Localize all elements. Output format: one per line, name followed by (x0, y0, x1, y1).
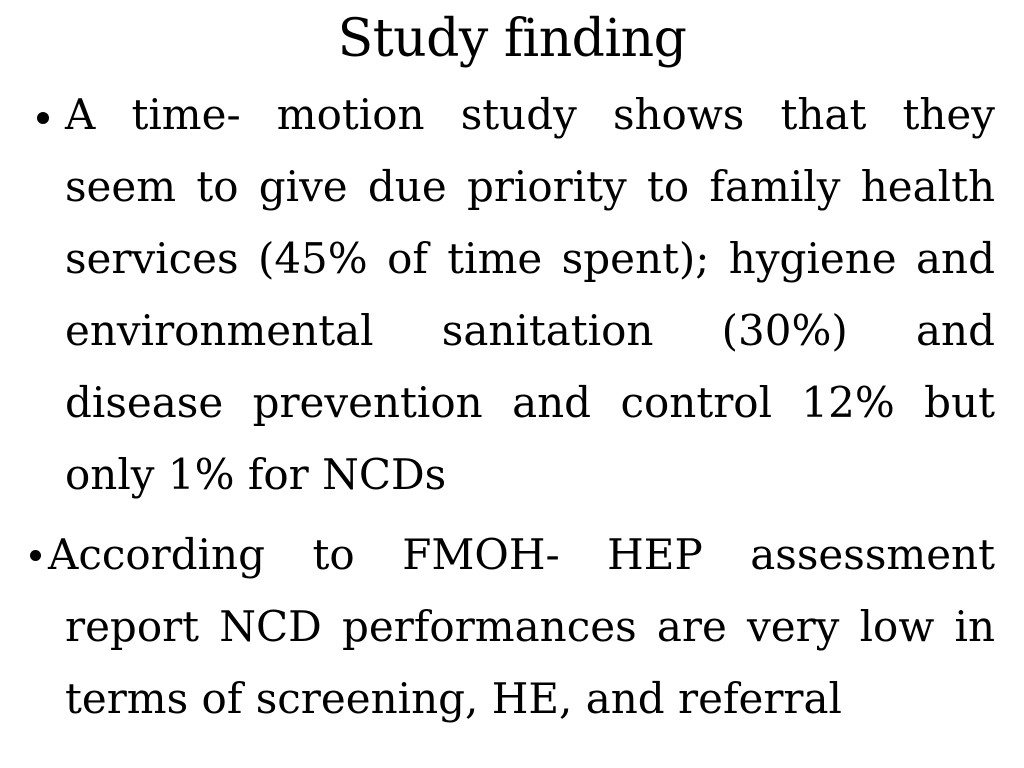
bullet-item-2: According to FMOH- HEP assessment report… (30, 519, 995, 735)
bullet-item-1: A time- motion study shows that they see… (37, 79, 995, 511)
text-line: terms of screening, HE, and referral (65, 674, 842, 723)
text-line: A time- motion study shows that they (65, 90, 995, 139)
slide-title: Study finding (337, 9, 687, 69)
text-line: environmental sanitation (30%) and (65, 306, 995, 355)
bullet-icon (37, 112, 49, 124)
text-line: services (45% of time spent); hygiene an… (65, 234, 995, 283)
text-line: seem to give due priority to family heal… (65, 162, 995, 211)
bullet-icon (30, 550, 41, 561)
bullet-list: A time- motion study shows that they see… (30, 79, 995, 735)
text-line: report NCD performances are very low in (65, 602, 995, 651)
text-line: disease prevention and control 12% but (65, 378, 995, 427)
text-line: According to FMOH- HEP assessment (48, 530, 995, 579)
text-line: only 1% for NCDs (65, 450, 447, 499)
